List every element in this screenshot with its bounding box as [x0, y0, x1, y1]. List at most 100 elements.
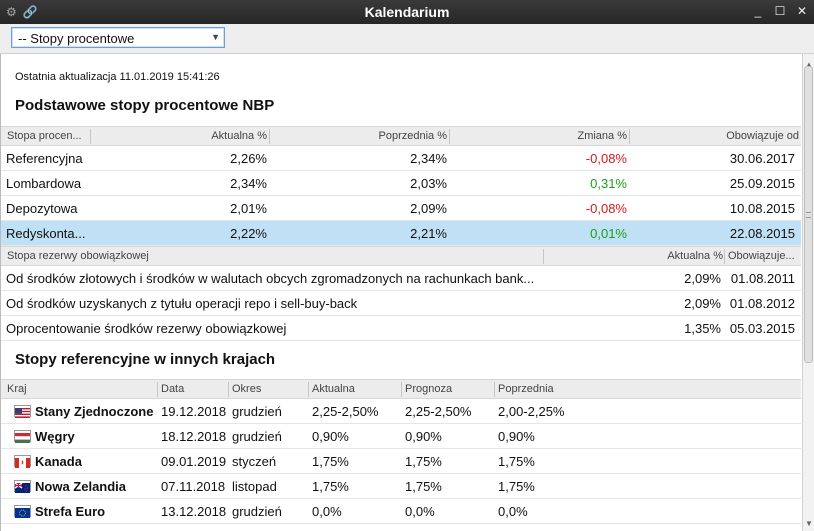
table-row[interactable]: Stany Zjednoczone 19.12.2018 grudzień 2,… [1, 399, 801, 424]
rate-date: 19.12.2018 [161, 404, 227, 419]
column-divider[interactable] [228, 382, 229, 397]
table-row-selected[interactable]: Redyskonta... 2,22% 2,21% 0,01% 22.08.20… [1, 221, 801, 246]
col-header-country[interactable]: Kraj [7, 383, 27, 395]
scroll-down-arrow-icon[interactable]: ▼ [805, 519, 813, 528]
column-divider[interactable] [308, 382, 309, 397]
table-row[interactable]: Referencyjna 2,26% 2,34% -0,08% 30.06.20… [1, 146, 801, 171]
reserve-current: 1,35% [684, 321, 721, 336]
rate-previous: 1,75% [498, 479, 535, 494]
last-update-text: Ostatnia aktualizacja 11.01.2019 15:41:2… [15, 71, 220, 83]
col-header-reserve-current[interactable]: Aktualna % [667, 250, 723, 262]
rate-name: Depozytowa [6, 201, 78, 216]
col-header-foreign-current[interactable]: Aktualna [312, 383, 355, 395]
close-button[interactable]: ✕ [796, 4, 808, 18]
column-divider[interactable] [157, 382, 158, 397]
reserve-name: Od środków uzyskanych z tytułu operacji … [6, 296, 358, 311]
nz-flag-icon [14, 480, 31, 493]
rate-date: 18.12.2018 [161, 429, 227, 444]
rate-date: 22.08.2015 [729, 226, 795, 241]
rate-previous: 2,03% [410, 176, 447, 191]
table-row[interactable]: Oprocentowanie środków rezerwy obowiązko… [1, 316, 801, 341]
vertical-scrollbar[interactable]: ▲ ▼ [802, 54, 814, 531]
minimize-button[interactable]: _ [754, 4, 762, 18]
rate-current: 2,01% [230, 201, 267, 216]
rate-date: 07.11.2018 [161, 479, 226, 494]
column-divider[interactable] [269, 129, 270, 144]
rate-forecast: 1,75% [405, 454, 442, 469]
table-row[interactable]: Nowa Zelandia 07.11.2018 listopad 1,75% … [1, 474, 801, 499]
rate-period: styczeń [232, 454, 277, 469]
reserve-table-header: Stopa rezerwy obowiązkowej Aktualna % Ob… [1, 246, 801, 266]
reserve-date: 01.08.2012 [729, 296, 795, 311]
chevron-down-icon: ▼ [211, 32, 220, 42]
rate-previous: 1,75% [498, 454, 535, 469]
rate-change: 0,01% [590, 226, 627, 241]
table-row[interactable]: Depozytowa 2,01% 2,09% -0,08% 10.08.2015 [1, 196, 801, 221]
rate-previous: 2,09% [410, 201, 447, 216]
col-header-current[interactable]: Aktualna % [211, 130, 267, 142]
rate-forecast: 1,75% [405, 479, 442, 494]
rate-date: 13.12.2018 [161, 504, 227, 519]
foreign-section-title: Stopy referencyjne w innych krajach [15, 351, 276, 368]
rate-name: Lombardowa [6, 176, 82, 191]
rate-name: Redyskonta... [6, 226, 86, 241]
table-row[interactable]: Strefa Euro 13.12.2018 grudzień 0,0% 0,0… [1, 499, 801, 524]
rate-period: grudzień [232, 429, 282, 444]
column-divider[interactable] [494, 382, 495, 397]
column-divider[interactable] [724, 249, 725, 264]
rate-date: 10.08.2015 [729, 201, 795, 216]
eu-flag-icon [14, 505, 31, 518]
rate-change: -0,08% [585, 201, 627, 216]
scroll-up-arrow-icon[interactable]: ▲ [805, 60, 813, 69]
col-header-period[interactable]: Okres [232, 383, 262, 395]
country-name: Nowa Zelandia [35, 479, 127, 494]
table-row[interactable]: Od środków uzyskanych z tytułu operacji … [1, 291, 801, 316]
col-header-reserve-valid[interactable]: Obowiązuje... [728, 250, 795, 262]
hu-flag-icon [14, 430, 31, 443]
reserve-name: Od środków złotowych i środków w walutac… [6, 271, 535, 286]
col-header-reserve-rate[interactable]: Stopa rezerwy obowiązkowej [7, 250, 149, 262]
table-row[interactable]: Od środków złotowych i środków w walutac… [1, 266, 801, 291]
col-header-rate[interactable]: Stopa procen... [7, 130, 82, 142]
col-header-forecast[interactable]: Prognoza [405, 383, 453, 395]
col-header-previous[interactable]: Poprzednia % [378, 130, 448, 142]
rates-content: Ostatnia aktualizacja 11.01.2019 15:41:2… [0, 54, 802, 531]
rate-current: 0,0% [312, 504, 342, 519]
reserve-date: 05.03.2015 [729, 321, 795, 336]
col-header-foreign-previous[interactable]: Poprzednia [498, 383, 554, 395]
rate-period: listopad [232, 479, 277, 494]
rate-current: 1,75% [312, 454, 349, 469]
toolbar: -- Stopy procentowe ▼ [0, 24, 814, 54]
rate-period: grudzień [232, 504, 282, 519]
maximize-button[interactable]: ☐ [774, 4, 786, 18]
rate-forecast: 0,0% [405, 504, 435, 519]
table-row[interactable]: Kanada 09.01.2019 styczeń 1,75% 1,75% 1,… [1, 449, 801, 474]
scrollbar-thumb[interactable] [804, 66, 813, 363]
country-name: Strefa Euro [35, 504, 106, 519]
rate-date: 25.09.2015 [729, 176, 795, 191]
country-name: Stany Zjednoczone [35, 404, 154, 419]
settings-gear-icon[interactable]: ⚙ [6, 5, 17, 19]
col-header-change[interactable]: Zmiana % [577, 130, 627, 142]
column-divider[interactable] [543, 249, 544, 264]
rate-previous: 0,0% [498, 504, 528, 519]
rate-forecast: 2,25-2,50% [405, 404, 472, 419]
col-header-date[interactable]: Data [161, 383, 185, 395]
col-header-valid-from[interactable]: Obowiązuje od [726, 130, 799, 142]
table-row[interactable]: Węgry 18.12.2018 grudzień 0,90% 0,90% 0,… [1, 424, 801, 449]
rate-current: 2,25-2,50% [312, 404, 379, 419]
column-divider[interactable] [90, 129, 91, 144]
category-select-value: -- Stopy procentowe [18, 31, 135, 46]
column-divider[interactable] [401, 382, 402, 397]
column-divider[interactable] [449, 129, 450, 144]
table-row[interactable]: Lombardowa 2,34% 2,03% 0,31% 25.09.2015 [1, 171, 801, 196]
foreign-table-header: Kraj Data Okres Aktualna Prognoza Poprze… [1, 379, 801, 399]
title-bar: ⚙ 🔗 Kalendarium _ ☐ ✕ [0, 0, 814, 24]
reserve-name: Oprocentowanie środków rezerwy obowiązko… [6, 321, 287, 336]
link-icon[interactable]: 🔗 [22, 5, 38, 19]
window-controls: _ ☐ ✕ [752, 4, 808, 18]
rate-change: 0,31% [590, 176, 627, 191]
category-select[interactable]: -- Stopy procentowe ▼ [11, 27, 225, 48]
window-title: Kalendarium [364, 4, 450, 20]
column-divider[interactable] [629, 129, 630, 144]
